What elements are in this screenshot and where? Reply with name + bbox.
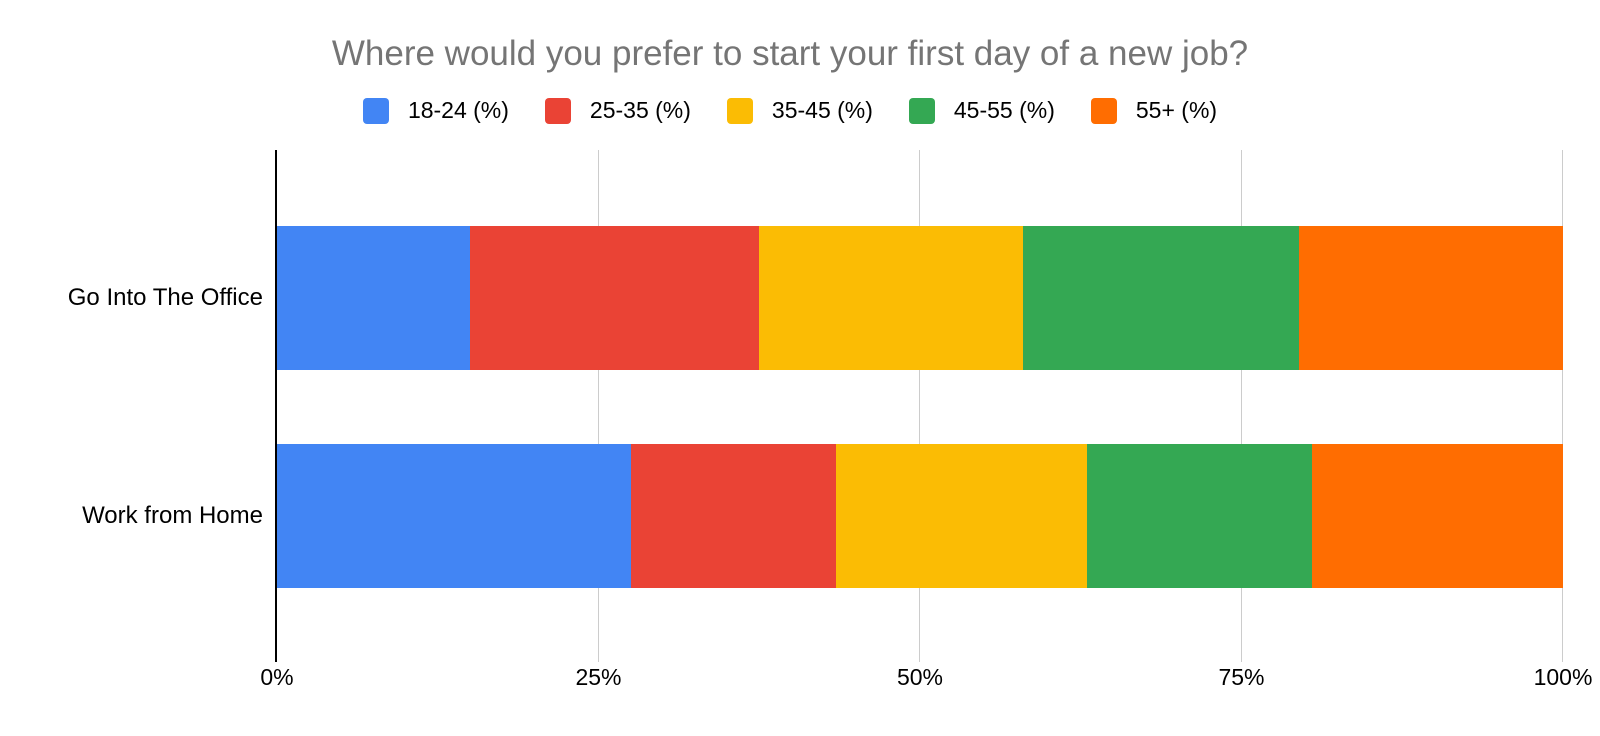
x-axis-tick-label: 75% (1218, 664, 1265, 690)
legend-label: 25-35 (%) (589, 97, 691, 123)
legend-item: 35-45 (%) (726, 97, 873, 124)
bar-segment (1312, 444, 1563, 588)
x-axis-tick-label: 100% (1533, 664, 1593, 690)
bar-segment (759, 226, 1023, 370)
legend-label: 18-24 (%) (407, 97, 509, 123)
bar-go-into-the-office (277, 226, 1563, 370)
legend-swatch-icon (726, 97, 753, 124)
bar-segment (630, 444, 837, 588)
gridline (1240, 150, 1242, 662)
bar-segment (277, 226, 470, 370)
bar-segment (277, 444, 631, 588)
legend-swatch-icon (362, 97, 389, 124)
legend-swatch-icon (1090, 97, 1117, 124)
legend-item: 25-35 (%) (544, 97, 691, 124)
y-axis-line (275, 150, 277, 662)
gridline (1562, 150, 1563, 662)
bar-segment (1087, 444, 1313, 588)
category-label: Go Into The Office (67, 284, 263, 311)
bar-segment (1022, 226, 1300, 370)
legend-label: 45-55 (%) (953, 97, 1055, 123)
legend-item: 45-55 (%) (908, 97, 1055, 124)
bar-work-from-home (277, 444, 1563, 588)
x-axis-tick-label: 0% (260, 664, 294, 690)
chart-title: Where would you prefer to start your fir… (331, 34, 1249, 73)
plot-area (275, 150, 1563, 662)
x-axis-tick-label: 50% (896, 664, 944, 690)
legend-label: 35-45 (%) (771, 97, 873, 123)
bar-segment (469, 226, 760, 370)
chart-legend: 18-24 (%) 25-35 (%) 35-45 (%) 45-55 (%) 55+ … (0, 97, 1580, 124)
legend-swatch-icon (544, 97, 571, 124)
gridline (597, 150, 599, 662)
legend-swatch-icon (908, 97, 935, 124)
legend-item: 55+ (%) (1090, 97, 1218, 124)
bar-segment (836, 444, 1088, 588)
legend-item: 18-24 (%) (362, 97, 509, 124)
legend-label: 55+ (%) (1135, 97, 1218, 123)
bar-segment (1299, 226, 1563, 370)
category-label: Work from Home (82, 502, 263, 529)
x-axis-tick-label: 25% (575, 664, 622, 690)
gridline (919, 150, 920, 662)
